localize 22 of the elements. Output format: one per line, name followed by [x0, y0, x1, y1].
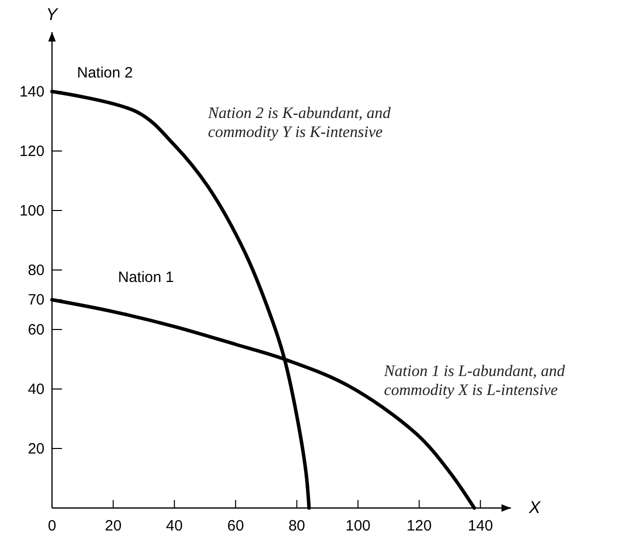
x-tick-label: 140 — [468, 518, 493, 534]
y-tick-label: 60 — [28, 321, 44, 338]
y-tick-label: 140 — [19, 83, 44, 100]
annotation: Nation 1 is L-abundant, and commodity X is L-intensive — [383, 363, 566, 400]
x-tick-label: 40 — [166, 518, 183, 534]
annotation: Nation 2 is K-abundant, and commodity Y is K-intensive — [207, 105, 392, 142]
y-tick-label: 20 — [28, 440, 44, 458]
x-tick-label: 20 — [104, 518, 122, 534]
y-tick-label: 100 — [19, 202, 44, 220]
y-tick-label: 40 — [28, 380, 44, 398]
y-tick-label: 80 — [28, 262, 44, 279]
series-label: Nation 2 — [77, 64, 133, 82]
x-tick-label: 0 — [48, 518, 56, 534]
x-tick-label: 100 — [345, 518, 371, 534]
x-axis-title: X — [528, 498, 541, 517]
y-tick-label: 120 — [19, 142, 44, 160]
y-axis-title: Y — [46, 5, 59, 24]
x-tick-label: 60 — [227, 518, 244, 534]
x-tick-label: 80 — [288, 518, 306, 534]
x-tick-label: 120 — [406, 518, 432, 534]
y-tick-label: 70 — [28, 292, 44, 309]
series-label: Nation 1 — [118, 268, 174, 286]
